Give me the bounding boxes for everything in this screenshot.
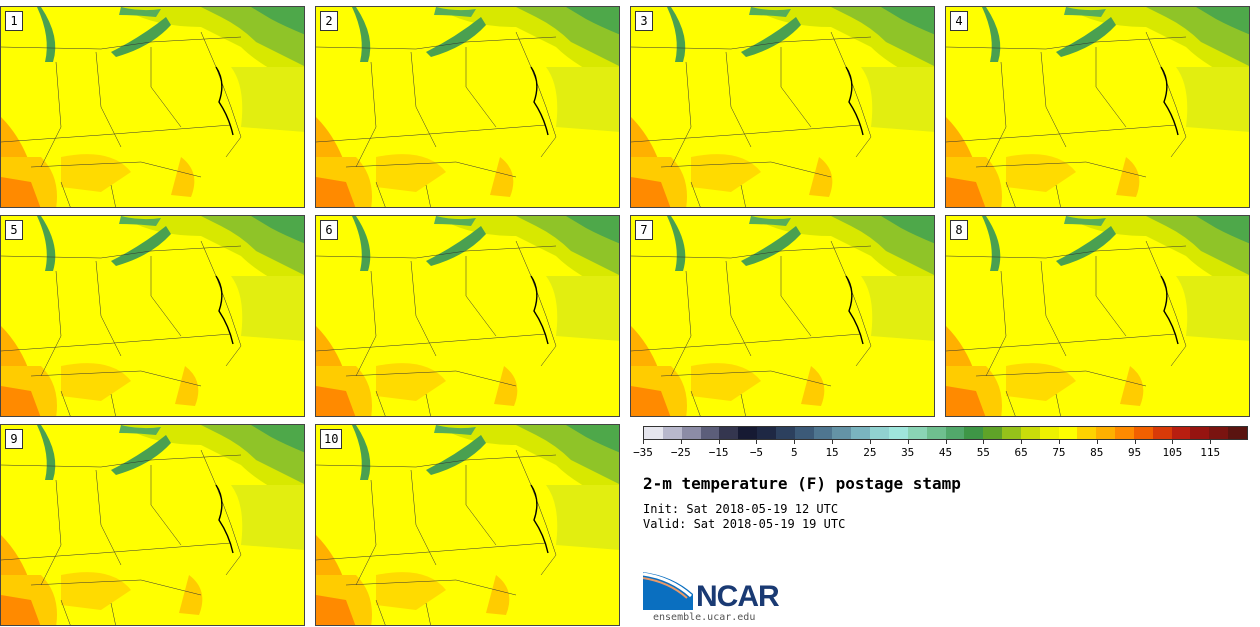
init-time: Init: Sat 2018-05-19 12 UTC (643, 502, 839, 516)
colorbar-swatch (964, 427, 984, 439)
colorbar-tick (983, 440, 985, 444)
map-panel: 7 (630, 215, 935, 417)
colorbar-tick-label: 95 (1127, 446, 1142, 459)
colorbar-swatch (1058, 427, 1078, 439)
colorbar-swatch (681, 427, 701, 439)
colorbar-tick-label: 65 (1014, 446, 1028, 459)
colorbar-swatch (738, 427, 758, 439)
colorbar-tick-label: 15 (825, 446, 839, 459)
colorbar-tick-label: 5 (790, 446, 798, 459)
colorbar-tick (1172, 440, 1174, 444)
colorbar-swatch (1039, 427, 1059, 439)
colorbar-tick (1210, 440, 1212, 444)
colorbar-tick (907, 440, 909, 444)
colorbar-swatch (888, 427, 908, 439)
colorbar-swatch (907, 427, 927, 439)
colorbar-swatch (1115, 427, 1134, 439)
colorbar-swatch (851, 427, 871, 439)
colorbar-tick (832, 440, 834, 444)
panel-number: 3 (635, 11, 653, 31)
colorbar-swatch (1002, 427, 1021, 439)
map-panel: 5 (0, 215, 305, 417)
panel-number: 7 (635, 220, 653, 240)
map-panel: 6 (315, 215, 620, 417)
colorbar-swatch (757, 427, 776, 439)
colorbar-tick-label: −5 (749, 446, 764, 459)
colorbar-tick (680, 440, 682, 444)
colorbar-tick-label: 45 (938, 446, 953, 459)
colorbar-swatch (1152, 427, 1172, 439)
panel-number: 5 (5, 220, 23, 240)
panel-number: 9 (5, 429, 23, 449)
colorbar-swatch (794, 427, 814, 439)
colorbar-swatch (1077, 427, 1097, 439)
colorbar-swatch (945, 427, 965, 439)
colorbar-swatch (983, 427, 1003, 439)
colorbar-tick (1096, 440, 1098, 444)
colorbar-tick (794, 440, 796, 444)
colorbar-tick-label: 55 (976, 446, 990, 459)
map-panel: 8 (945, 215, 1250, 417)
panel-number: 6 (320, 220, 338, 240)
colorbar-tick-label: 85 (1090, 446, 1104, 459)
colorbar-tick (1021, 440, 1023, 444)
colorbar-swatch (1096, 427, 1116, 439)
map-panel: 9 (0, 424, 305, 626)
panel-number: 4 (950, 11, 968, 31)
colorbar-swatch (832, 427, 852, 439)
colorbar-swatch (1171, 427, 1191, 439)
colorbar-ticks: −35 −25 −15 −5 5 15 25 35 45 55 65 75 85 95 105 115 (633, 440, 1248, 464)
colorbar-tick-label: 75 (1052, 446, 1066, 459)
map-panel: 4 (945, 6, 1250, 208)
colorbar-tick (869, 440, 871, 444)
colorbar-swatch (644, 427, 663, 439)
valid-time: Valid: Sat 2018-05-19 19 UTC (643, 517, 846, 531)
colorbar-tick-label: −35 (633, 446, 653, 459)
colorbar-swatch (1133, 427, 1153, 439)
colorbar-swatch (813, 427, 833, 439)
panel-number: 8 (950, 220, 968, 240)
plot-title: 2-m temperature (F) postage stamp (643, 474, 961, 493)
colorbar-swatch (870, 427, 889, 439)
colorbar-swatch (1190, 427, 1210, 439)
map-panel: 10 (315, 424, 620, 626)
colorbar-tick-label: 25 (863, 446, 877, 459)
ncar-logo-icon (643, 572, 693, 610)
colorbar-swatch (662, 427, 682, 439)
colorbar-tick (643, 440, 644, 444)
map-panel: 1 (0, 6, 305, 208)
map-panel: 2 (315, 6, 620, 208)
colorbar-swatch (1020, 427, 1040, 439)
colorbar-tick-label: 115 (1200, 446, 1221, 459)
colorbar-tick-label: 105 (1162, 446, 1183, 459)
colorbar-tick (756, 440, 758, 444)
colorbar-tick-label: −15 (708, 446, 729, 459)
colorbar-tick (1134, 440, 1136, 444)
colorbar-swatch (700, 427, 720, 439)
panel-number: 10 (320, 429, 343, 449)
temperature-colorbar (643, 426, 1248, 440)
colorbar-tick (1058, 440, 1060, 444)
colorbar-tick (945, 440, 947, 444)
colorbar-swatch (1228, 427, 1247, 439)
map-panel: 3 (630, 6, 935, 208)
ncar-logo-text: NCAR (696, 580, 780, 613)
colorbar-swatch (719, 427, 739, 439)
colorbar-tick-label: −25 (670, 446, 691, 459)
panel-number: 1 (5, 11, 23, 31)
panel-number: 2 (320, 11, 338, 31)
colorbar-swatch (1209, 427, 1229, 439)
colorbar-tick-label: 35 (901, 446, 915, 459)
colorbar-tick (718, 440, 720, 444)
source-url: ensemble.ucar.edu (653, 612, 756, 623)
colorbar-swatch (775, 427, 795, 439)
colorbar-swatch (926, 427, 946, 439)
